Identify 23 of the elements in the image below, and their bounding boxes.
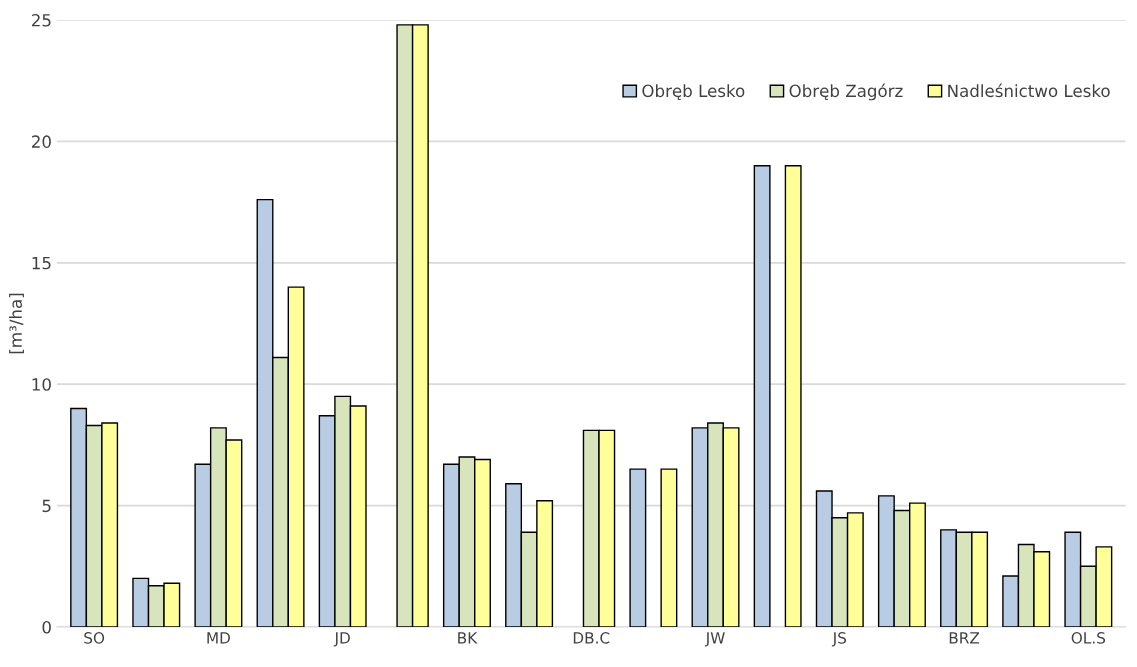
x-tick-label: MD xyxy=(207,632,230,644)
x-tick-label: JD xyxy=(333,632,350,647)
y-tick-label: 0 xyxy=(42,620,51,634)
legend-label: Nadleśnictwo Lesko xyxy=(948,83,1110,98)
y-tick-label: 5 xyxy=(42,499,51,513)
bar xyxy=(660,468,678,627)
x-tick-label: OL.S xyxy=(1071,632,1106,644)
x-tick-label: BRZ xyxy=(949,632,980,644)
x-tick-label: DB.C xyxy=(573,632,610,644)
y-tick-label: 10 xyxy=(32,378,51,391)
bar xyxy=(784,164,802,627)
x-tick-label: JW xyxy=(704,632,725,647)
y-tick-label: 25 xyxy=(32,13,51,27)
y-tick-label: 20 xyxy=(32,135,51,148)
x-tick-label: JS xyxy=(831,632,847,647)
legend-label: Obręb Lesko xyxy=(642,84,745,101)
bar xyxy=(629,468,647,627)
y-axis-title: [m³/ha] xyxy=(9,293,24,354)
bar xyxy=(753,164,771,627)
y-tick-label: 15 xyxy=(32,256,51,270)
x-tick-label: SO xyxy=(84,632,105,644)
legend-label: Obręb Zagórz xyxy=(789,83,903,101)
x-tick-label: BK xyxy=(458,632,478,644)
